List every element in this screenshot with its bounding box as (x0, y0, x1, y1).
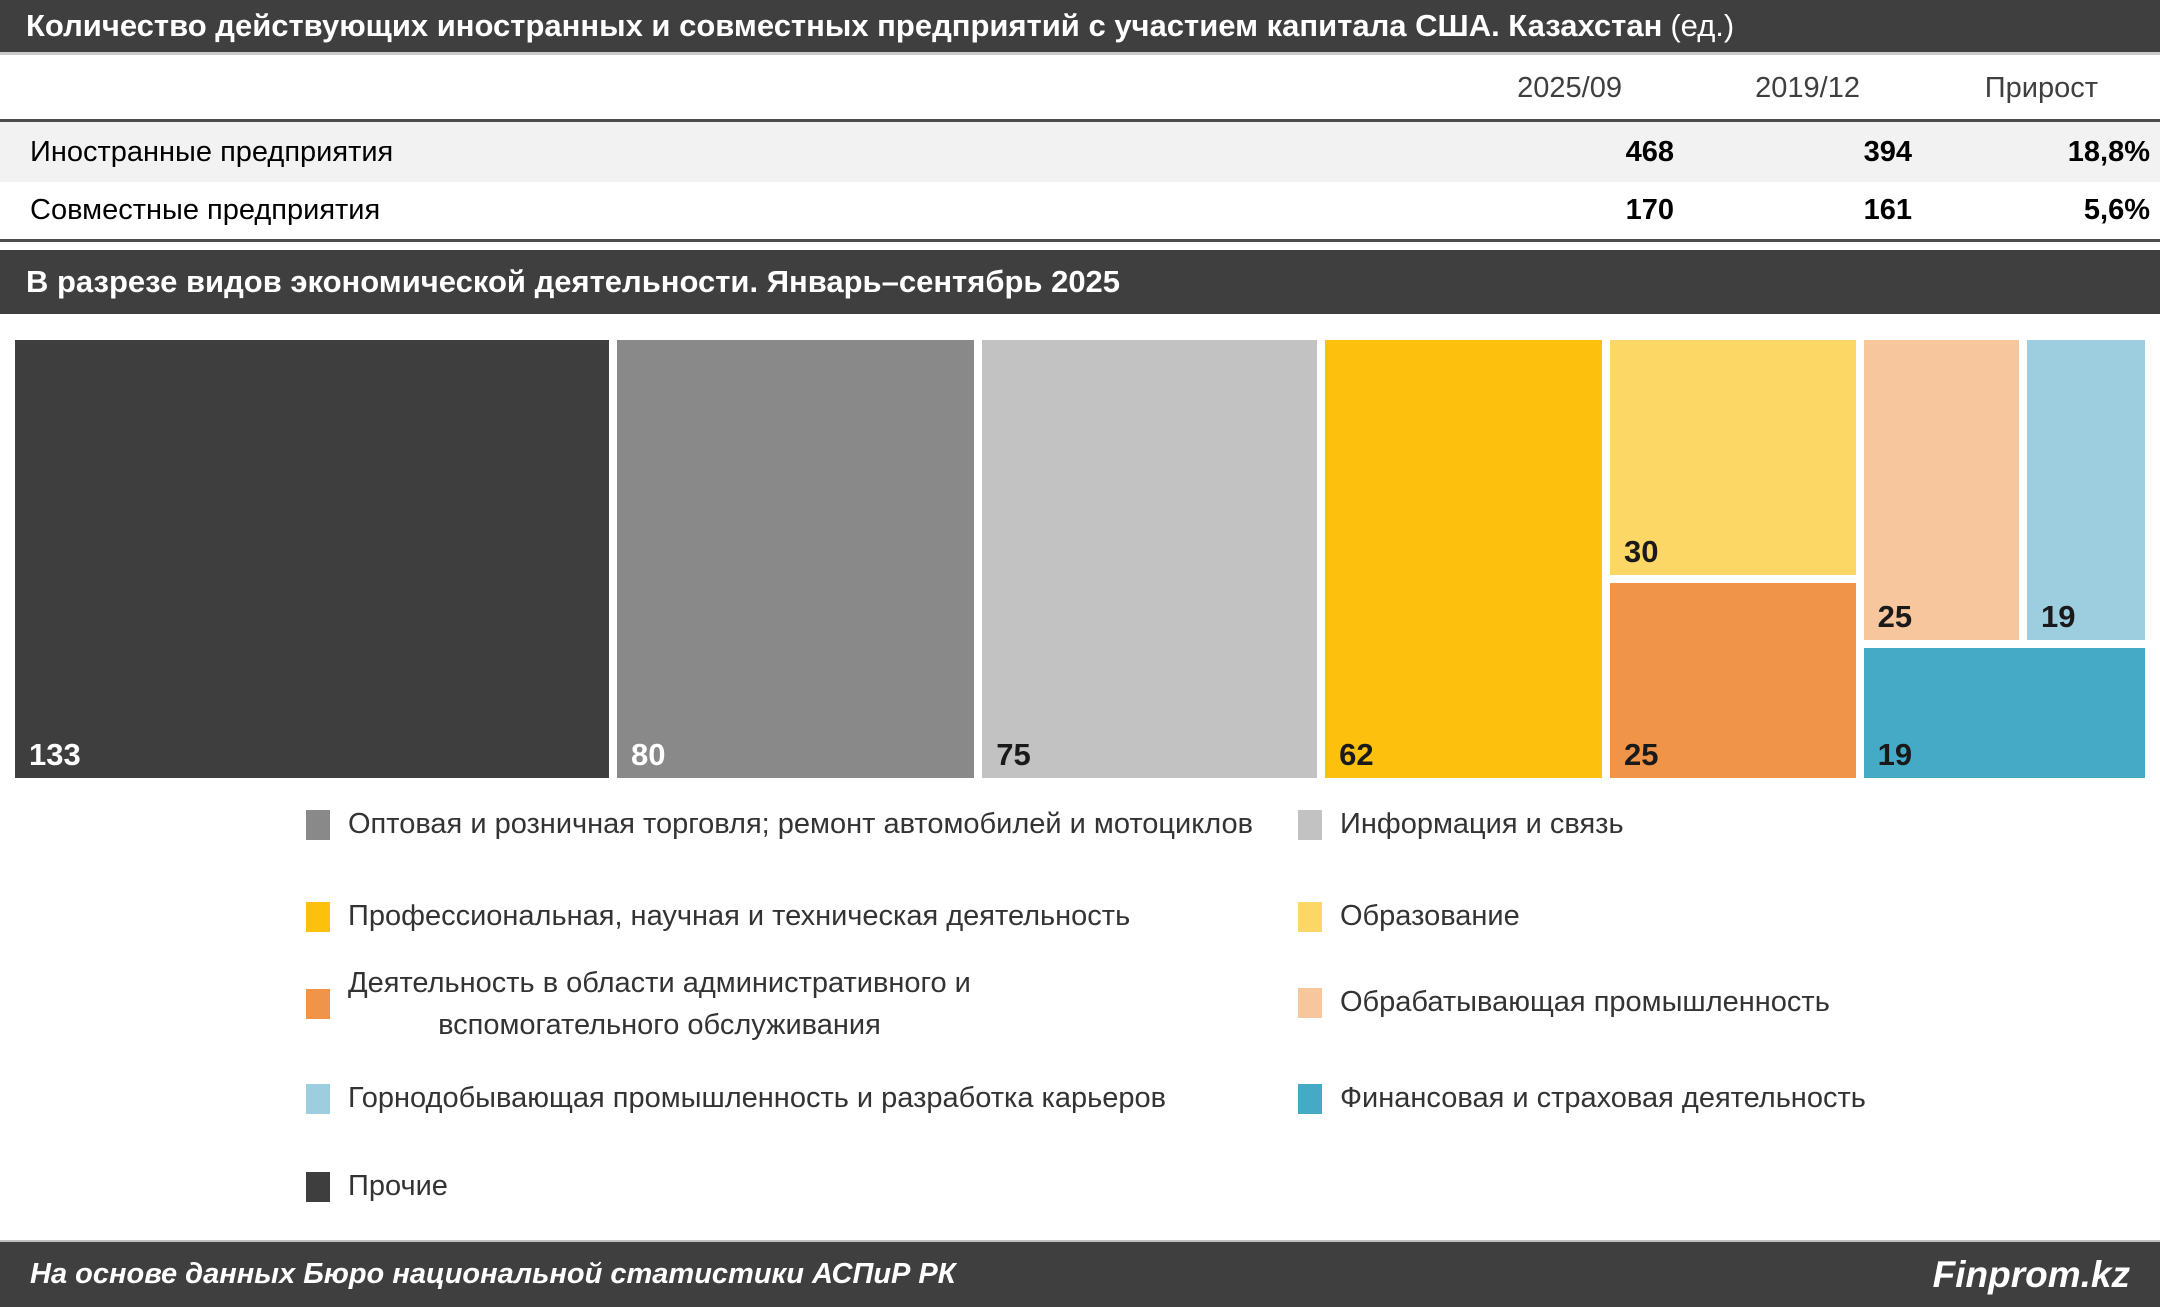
main-title-bar: Количество действующих иностранных и сов… (0, 0, 2160, 55)
footer-bar: На основе данных Бюро национальной стати… (0, 1240, 2160, 1307)
treemap-block-other: 133 (15, 340, 609, 778)
legend-label: Оптовая и розничная торговля; ремонт авт… (348, 808, 1254, 840)
legend-swatch-information-communication (1298, 809, 1322, 840)
legend-swatch-education (1298, 901, 1322, 932)
treemap-column-manufacturing-mining-finance: 25 19 19 (1863, 340, 2145, 778)
legend-label: Горнодобывающая промышленность и разрабо… (348, 1082, 1167, 1114)
column-header-growth: Прирост (1984, 72, 2098, 104)
table-row-joint-enterprises: Совместные предприятия 170 161 5,6% (0, 182, 2160, 242)
legend-label: Обрабатывающая промышленность (1340, 986, 1830, 1018)
treemap-block-mining: 19 (2026, 340, 2145, 641)
legend-item-finance-insurance: Финансовая и страховая деятельность (1298, 1082, 1866, 1115)
page-title: Количество действующих иностранных и сов… (26, 8, 1663, 43)
treemap-value-administrative-support: 25 (1624, 737, 1659, 772)
legend-item-education: Образование (1298, 900, 1520, 933)
treemap-block-education: 30 (1610, 340, 1856, 575)
treemap-value-wholesale-retail-trade: 80 (630, 737, 666, 772)
treemap-subrow-top: 25 19 (1863, 340, 2145, 641)
treemap-block-information-communication: 75 (982, 340, 1318, 778)
legend-item-manufacturing: Обрабатывающая промышленность (1298, 986, 1830, 1019)
column-header-2019-12: 2019/12 (1755, 72, 1860, 104)
value-growth: 18,8% (2067, 135, 2150, 168)
treemap-value-other: 133 (29, 737, 81, 772)
legend-swatch-other (306, 1171, 330, 1202)
treemap-block-manufacturing: 25 (1863, 340, 2019, 641)
legend-swatch-administrative-support (306, 989, 330, 1020)
legend-label: Информация и связь (1340, 808, 1624, 840)
legend-item-professional-scientific: Профессиональная, научная и техническая … (306, 900, 1130, 933)
legend-item-other: Прочие (306, 1170, 448, 1203)
treemap-value-mining: 19 (2040, 599, 2076, 635)
value-2019-12: 161 (1863, 194, 1912, 226)
legend-label-line-1: Деятельность в области административного… (348, 967, 971, 999)
value-2025-09: 468 (1625, 135, 1674, 168)
column-header-2025-09: 2025/09 (1517, 72, 1622, 104)
table-row-foreign-enterprises: Иностранные предприятия 468 394 18,8% (0, 122, 2160, 182)
legend-label-line-2: вспомогательного обслуживания (438, 1009, 881, 1042)
treemap-value-professional-scientific: 62 (1339, 737, 1374, 772)
legend-item-wholesale-retail-trade: Оптовая и розничная торговля; ремонт авт… (306, 808, 1253, 841)
treemap-chart: 133 80 75 62 30 25 25 19 (15, 340, 2145, 778)
row-label: Совместные предприятия (30, 194, 381, 226)
page-title-units: (ед.) (1670, 8, 1735, 43)
value-2019-12: 394 (1863, 135, 1912, 168)
legend-swatch-manufacturing (1298, 987, 1322, 1018)
data-source-note: На основе данных Бюро национальной стати… (30, 1258, 956, 1290)
treemap-block-professional-scientific: 62 (1325, 340, 1603, 778)
legend-label: Профессиональная, научная и техническая … (348, 900, 1131, 932)
legend-swatch-finance-insurance (1298, 1083, 1322, 1114)
legend-label: Финансовая и страховая деятельность (1340, 1082, 1866, 1114)
finprom-logo: Finprom.kz (1932, 1253, 2130, 1295)
legend-label: Деятельность в области административного… (348, 962, 971, 1046)
treemap-block-wholesale-retail-trade: 80 (616, 340, 975, 778)
legend-label: Прочие (348, 1170, 448, 1202)
value-2025-09: 170 (1625, 194, 1674, 226)
legend-item-mining: Горнодобывающая промышленность и разрабо… (306, 1082, 1166, 1115)
legend-swatch-wholesale-retail-trade (306, 809, 330, 840)
treemap-value-finance-insurance: 19 (1877, 737, 1913, 772)
treemap-block-finance-insurance: 19 (1863, 648, 2145, 778)
legend-swatch-mining (306, 1083, 330, 1114)
summary-table: 2025/09 2019/12 Прирост Иностранные пред… (0, 58, 2160, 242)
legend-item-information-communication: Информация и связь (1298, 808, 1624, 841)
table-header-row: 2025/09 2019/12 Прирост (0, 58, 2160, 122)
legend-swatch-professional-scientific (306, 901, 330, 932)
treemap-block-administrative-support: 25 (1610, 582, 1856, 778)
treemap-value-information-communication: 75 (996, 737, 1031, 772)
section-title: В разрезе видов экономической деятельнос… (26, 264, 1121, 299)
section-title-bar: В разрезе видов экономической деятельнос… (0, 250, 2160, 314)
treemap-column-education-admin: 30 25 (1610, 340, 1856, 778)
treemap-value-education: 30 (1624, 533, 1659, 569)
value-growth: 5,6% (2083, 194, 2150, 226)
legend-label: Образование (1340, 900, 1520, 932)
row-label: Иностранные предприятия (30, 135, 394, 168)
legend-item-administrative-support: Деятельность в области административного… (306, 962, 971, 1046)
treemap-value-manufacturing: 25 (1877, 599, 1913, 635)
chart-legend: Оптовая и розничная торговля; ремонт авт… (0, 790, 2160, 1240)
